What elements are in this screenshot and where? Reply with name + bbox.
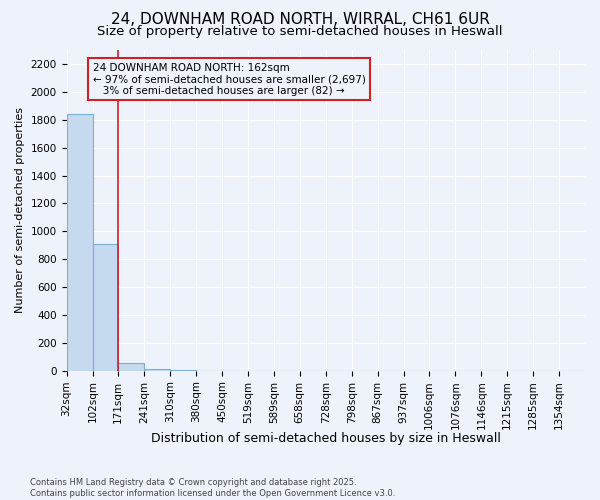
- X-axis label: Distribution of semi-detached houses by size in Heswall: Distribution of semi-detached houses by …: [151, 432, 501, 445]
- Bar: [118, 363, 145, 370]
- Y-axis label: Number of semi-detached properties: Number of semi-detached properties: [15, 108, 25, 314]
- Text: Size of property relative to semi-detached houses in Heswall: Size of property relative to semi-detach…: [97, 25, 503, 38]
- Text: 24, DOWNHAM ROAD NORTH, WIRRAL, CH61 6UR: 24, DOWNHAM ROAD NORTH, WIRRAL, CH61 6UR: [110, 12, 490, 28]
- Bar: [92, 244, 118, 370]
- Text: Contains HM Land Registry data © Crown copyright and database right 2025.
Contai: Contains HM Land Registry data © Crown c…: [30, 478, 395, 498]
- Bar: [67, 114, 92, 370]
- Text: 24 DOWNHAM ROAD NORTH: 162sqm
← 97% of semi-detached houses are smaller (2,697)
: 24 DOWNHAM ROAD NORTH: 162sqm ← 97% of s…: [92, 62, 365, 96]
